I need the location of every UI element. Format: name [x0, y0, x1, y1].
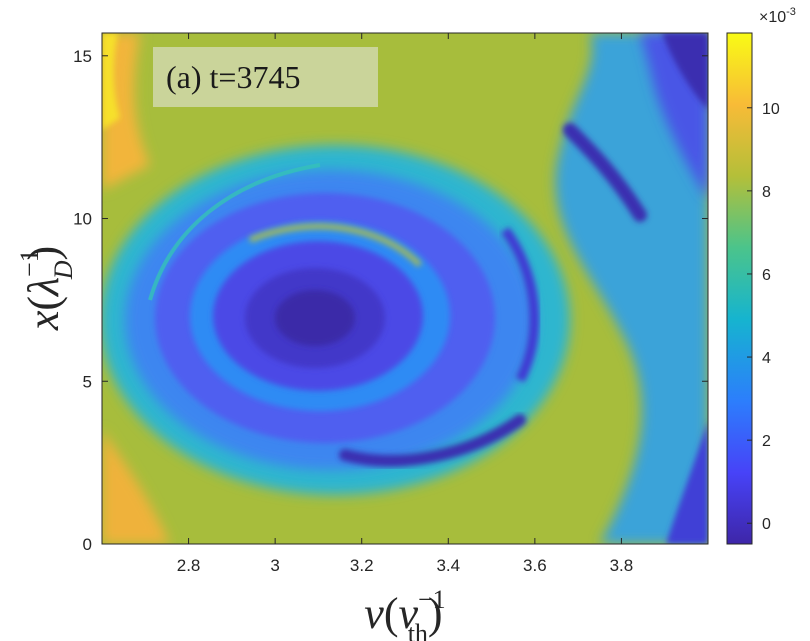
plot-area	[101, 32, 709, 545]
x-tick-label: 3.4	[436, 556, 460, 575]
x-label-main: v	[364, 589, 384, 638]
y-axis: 0 5 10 15	[73, 47, 708, 554]
y-tick-label: 15	[73, 47, 92, 66]
x-tick-label: 3.8	[610, 556, 634, 575]
colorbar-tick-label: 6	[762, 267, 771, 284]
annotation: (a) t=3745	[153, 47, 378, 107]
x-axis-label: v(v−1 th)	[364, 585, 445, 641]
x-axis: 2.8 3 3.2 3.4 3.6 3.8	[177, 33, 633, 575]
colorbar-tick-label: 2	[762, 433, 771, 450]
x-label-sub: th	[408, 619, 428, 641]
annotation-text: (a) t=3745	[166, 59, 300, 95]
y-tick-label: 10	[73, 210, 92, 229]
y-label-main: x	[19, 310, 68, 331]
colorbar-tick-label: 0	[762, 516, 771, 533]
x-label-base: v	[398, 589, 418, 638]
y-label-open: (	[19, 296, 68, 311]
y-tick-label: 5	[83, 372, 92, 391]
x-label-sup: −1	[418, 585, 446, 614]
x-label-close: )	[428, 589, 443, 638]
x-tick-label: 2.8	[177, 556, 201, 575]
colorbar-tick-label: 10	[762, 101, 780, 118]
x-tick-label: 3	[270, 556, 279, 575]
y-axis-label: x(λ−1 D)	[15, 246, 78, 331]
colorbar-gradient	[726, 32, 753, 545]
heatmap-field	[102, 33, 708, 544]
y-label-base: λ	[19, 277, 68, 298]
colorbar-tick-label: 8	[762, 184, 771, 201]
colorbar-exponent-label: ×10-3	[759, 6, 796, 26]
y-label-sub: D	[49, 260, 78, 280]
y-label-close: )	[19, 246, 68, 261]
y-tick-label: 0	[83, 535, 92, 554]
colorbar: 0 2 4 6 8 10 ×10-3	[726, 6, 796, 545]
x-label-open: (	[384, 589, 399, 638]
y-label-sup: −1	[15, 249, 44, 277]
colorbar-ticks: 0 2 4 6 8 10	[747, 101, 780, 533]
x-tick-label: 3.2	[350, 556, 374, 575]
x-tick-label: 3.6	[523, 556, 547, 575]
colorbar-tick-label: 4	[762, 350, 771, 367]
